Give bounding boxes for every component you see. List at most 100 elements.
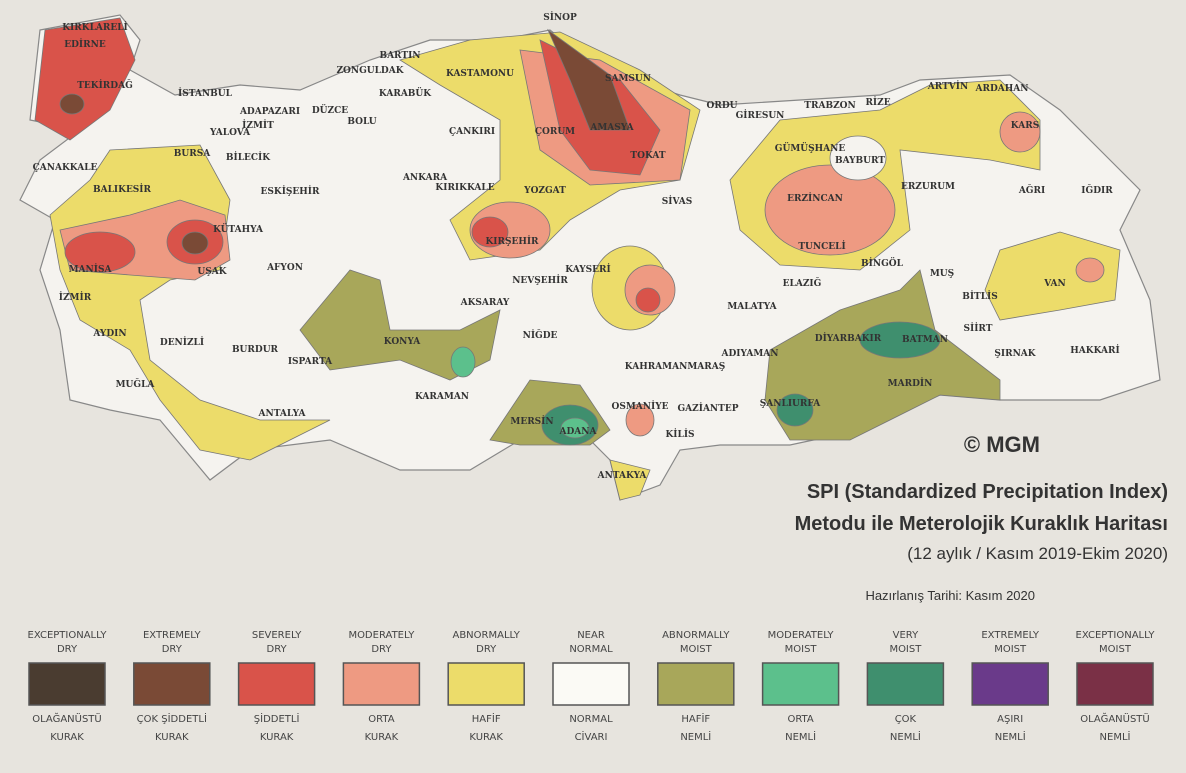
city-label: KARAMAN	[415, 392, 469, 402]
legend-label-tr: CİVARI	[575, 730, 608, 743]
legend-label-tr: AŞIRI	[997, 714, 1023, 725]
city-label: SİVAS	[662, 194, 692, 207]
legend-label-en: EXCEPTIONALLY	[1076, 630, 1156, 641]
period: (12 aylık / Kasım 2019-Ekim 2020)	[907, 544, 1168, 563]
legend-label-tr: HAFİF	[472, 712, 501, 725]
legend-label-en: DRY	[267, 644, 288, 655]
city-label: MARDİN	[888, 376, 933, 389]
legend-label-en: DRY	[371, 644, 392, 655]
legend-label-tr: NEMLİ	[1100, 730, 1131, 743]
city-label: ARTVİN	[927, 79, 968, 92]
city-label: ORDU	[707, 101, 738, 111]
city-label: KÜTAHYA	[213, 222, 264, 235]
city-label: MERSİN	[510, 414, 553, 427]
city-label: BAYBURT	[835, 156, 885, 166]
subtitle: Metodu ile Meterolojik Kuraklık Haritası	[795, 513, 1168, 535]
city-label: KONYA	[384, 337, 421, 347]
legend-swatch	[866, 662, 945, 706]
legend-label-en: ABNORMALLY	[452, 630, 520, 641]
city-label: KIRIKKALE	[435, 183, 494, 193]
city-label: KAHRAMANMARAŞ	[625, 362, 726, 372]
city-label: ANKARA	[402, 173, 448, 183]
legend-label-en: MOIST	[785, 644, 818, 655]
city-label: KIRKLARELİ	[62, 20, 128, 33]
city-label: ÇANAKKALE	[33, 163, 98, 173]
city-label: HAKKARİ	[1070, 343, 1119, 356]
city-label: ELAZIĞ	[783, 277, 822, 289]
legend-label-tr: KURAK	[50, 732, 84, 743]
city-label: YOZGAT	[523, 186, 566, 196]
city-label: OSMANİYE	[611, 399, 668, 412]
city-label: SİİRT	[964, 321, 993, 334]
city-label: İSTANBUL	[178, 86, 233, 99]
legend-label-en: DRY	[476, 644, 497, 655]
legend-label-en: EXTREMELY	[143, 630, 202, 641]
legend-swatch	[657, 662, 735, 706]
city-label: BİTLİS	[962, 289, 998, 302]
legend-label-en: ABNORMALLY	[662, 630, 730, 641]
legend-swatch	[28, 662, 106, 706]
city-label: MALATYA	[727, 302, 777, 312]
legend-label-tr: KURAK	[469, 732, 503, 743]
city-label: EDİRNE	[64, 37, 106, 50]
copyright: © MGM	[964, 432, 1040, 457]
legend-label-tr: NEMLİ	[785, 730, 816, 743]
city-label: SAMSUN	[605, 74, 651, 84]
city-label: AFYON	[266, 263, 303, 273]
city-label: TOKAT	[630, 151, 665, 161]
city-label: DÜZCE	[312, 103, 348, 116]
legend-label-en: VERY	[893, 630, 919, 641]
legend-swatch	[237, 662, 316, 706]
legend-label-tr: KURAK	[365, 732, 399, 743]
city-label: BURDUR	[232, 345, 279, 355]
city-label: İZMİT	[242, 118, 274, 131]
city-label: NİĞDE	[523, 328, 558, 341]
city-label: DENİZLİ	[160, 335, 204, 348]
city-label: DİYARBAKIR	[815, 331, 882, 344]
legend-label-tr: NEMLİ	[680, 730, 711, 743]
legend-label-tr: ÇOK ŞİDDETLİ	[137, 712, 207, 725]
city-label: KIRŞEHİR	[485, 234, 539, 247]
legend-swatch	[133, 662, 211, 706]
city-label: IĞDIR	[1081, 184, 1113, 196]
city-label: ARDAHAN	[975, 84, 1029, 94]
city-label: TUNCELİ	[798, 239, 845, 252]
city-label: TRABZON	[804, 101, 855, 111]
legend: EXCEPTIONALLY DRY OLAĞANÜSTÜ KURAK EXTREMELY…	[28, 630, 1156, 743]
legend-label-tr: KURAK	[260, 732, 294, 743]
city-label: UŞAK	[197, 267, 227, 277]
city-label: ISPARTA	[288, 357, 333, 367]
city-label: SİNOP	[543, 10, 577, 23]
city-label: KARS	[1011, 121, 1039, 131]
city-label: GAZİANTEP	[678, 401, 739, 414]
legend-label-en: MOIST	[680, 644, 713, 655]
city-label: BOLU	[347, 117, 376, 127]
city-label: AYDIN	[92, 329, 126, 339]
city-label: AKSARAY	[460, 298, 510, 308]
legend-label-en: MODERATELY	[768, 630, 835, 641]
legend-label-tr: NEMLİ	[890, 730, 921, 743]
city-label: KASTAMONU	[446, 69, 514, 79]
city-label: ESKİŞEHİR	[261, 184, 320, 197]
city-label: ZONGULDAK	[336, 66, 404, 76]
legend-label-tr: OLAĞANÜSTÜ	[1080, 712, 1150, 725]
city-label: MUĞLA	[116, 378, 156, 390]
legend-label-tr: HAFİF	[681, 712, 710, 725]
city-label: BİNGÖL	[861, 256, 904, 269]
legend-label-en: MOIST	[994, 644, 1027, 655]
city-label: İZMİR	[59, 290, 92, 303]
city-label: ŞIRNAK	[994, 349, 1036, 359]
legend-label-tr: ORTA	[787, 714, 813, 725]
legend-label-en: NORMAL	[569, 644, 613, 655]
city-label: ÇANKIRI	[449, 127, 495, 137]
city-label: YALOVA	[209, 128, 251, 138]
legend-label-en: MOIST	[1099, 644, 1132, 655]
legend-label-tr: NORMAL	[569, 714, 613, 725]
city-label: KAYSERİ	[565, 262, 610, 275]
legend-label-en: EXTREMELY	[981, 630, 1040, 641]
city-label: ADANA	[559, 427, 598, 437]
city-label: BALIKESİR	[93, 182, 152, 195]
city-label: BARTIN	[379, 51, 420, 61]
legend-label-tr: KURAK	[155, 732, 189, 743]
